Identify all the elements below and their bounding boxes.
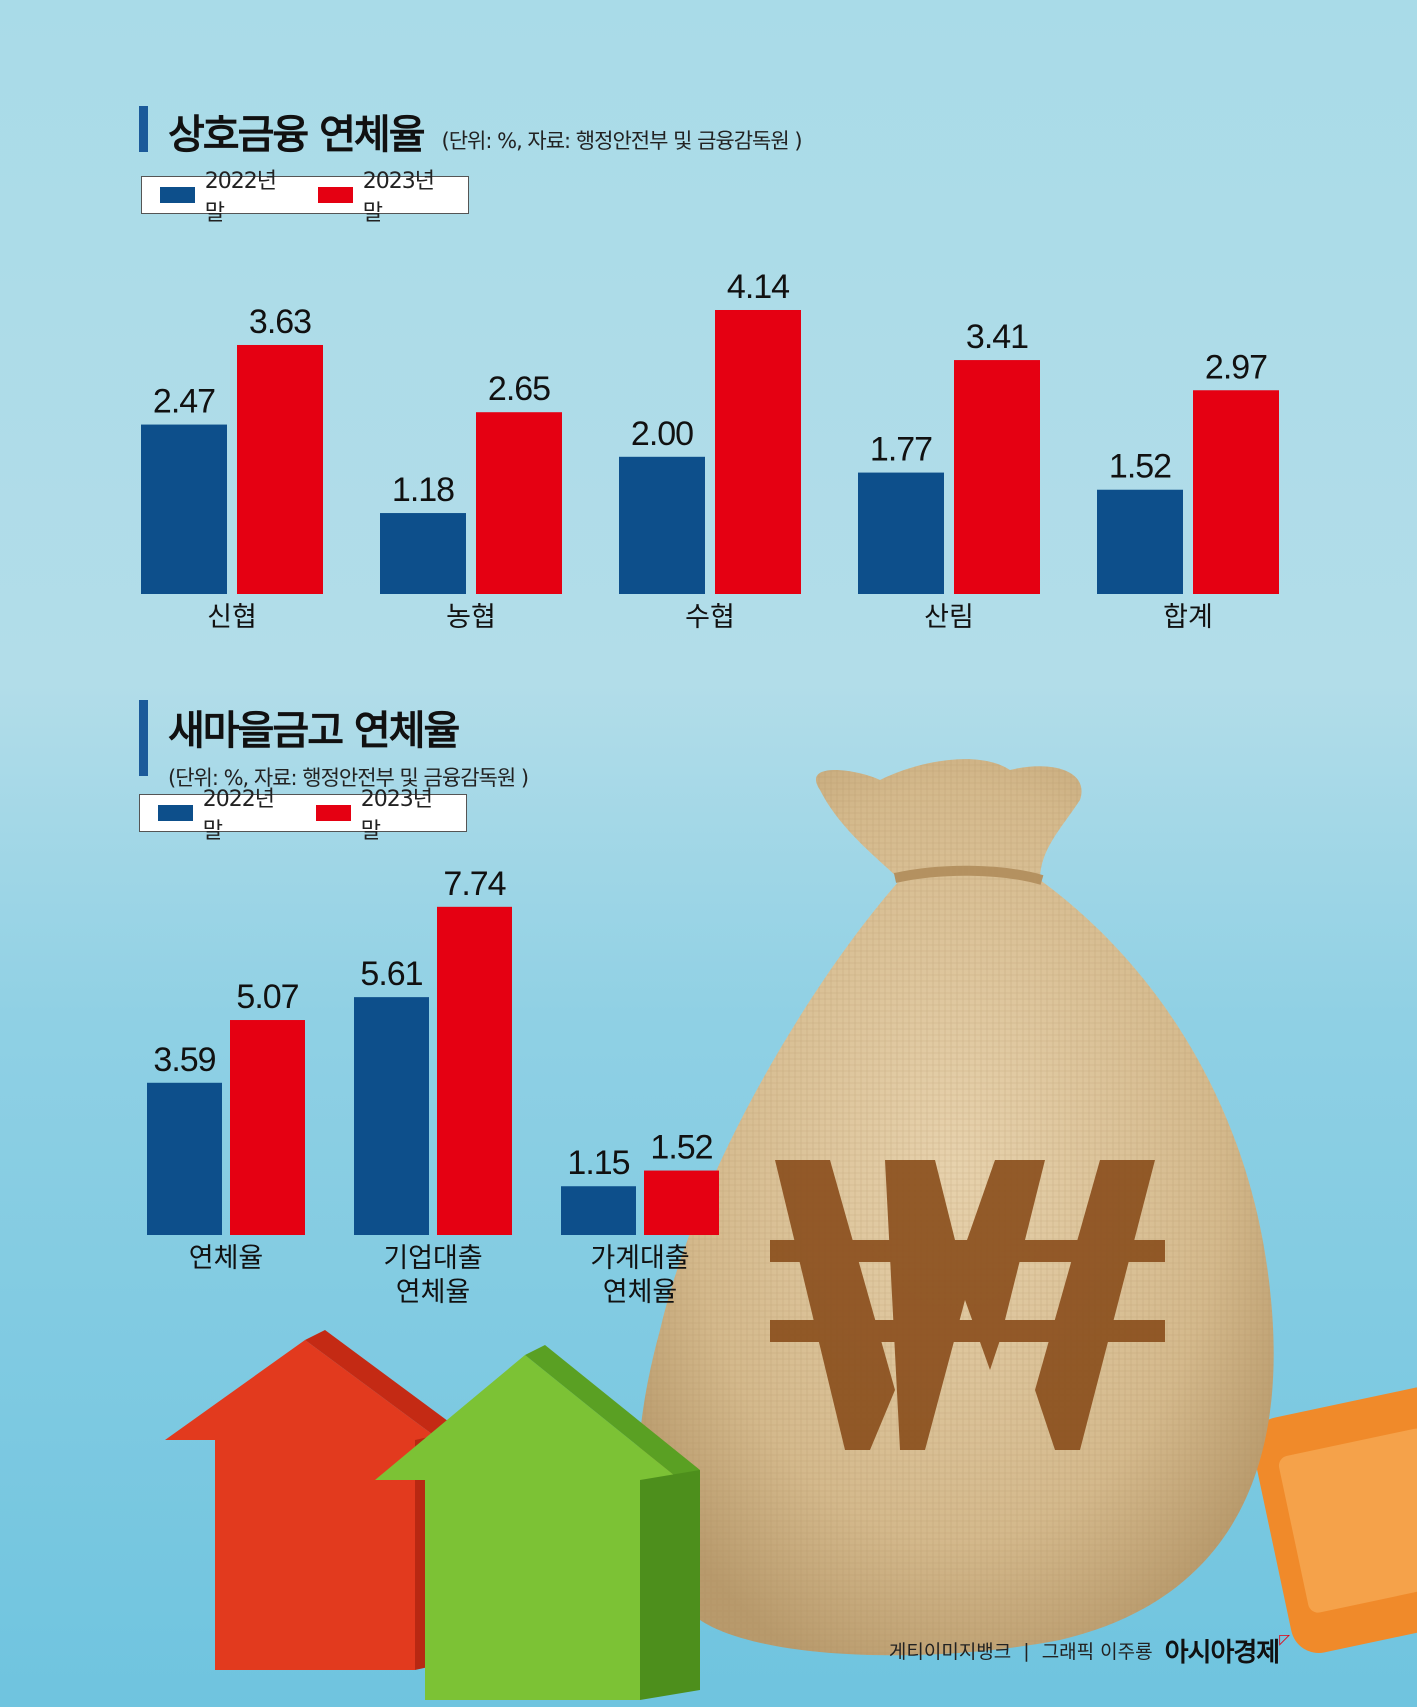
legend2-item-2023: 2023년말	[316, 781, 448, 845]
legend-swatch-2023	[318, 187, 353, 203]
legend-label-2022: 2022년말	[204, 169, 277, 226]
value-label-c1-0-1: 3.63	[249, 303, 311, 341]
bar-c1-1-1	[476, 412, 562, 594]
brand-mark-icon: ◸	[1279, 1632, 1290, 1648]
credit-source: 게티이미지뱅크	[888, 1641, 1012, 1663]
value-label-c1-2-1: 4.14	[727, 268, 789, 306]
category-label-c2-2: 가계대출 연체율	[590, 1243, 689, 1308]
bar-c1-4-0	[1097, 489, 1183, 594]
category-label-c1-3: 산림	[924, 602, 974, 633]
category-label-c2-0: 연체율	[189, 1243, 264, 1274]
legend2-swatch-2022	[158, 805, 193, 821]
legend2-label-2022: 2022년말	[202, 787, 275, 844]
chart2-plot: 3.59 5.07 연체율 5.61 7.74 기업대출 연체율 1.15 1.52 가계대출 연체…	[147, 865, 719, 1308]
value-label-c2-0-1: 5.07	[236, 978, 298, 1016]
brand-logo: 아시아경제◸	[1164, 1632, 1290, 1669]
credit-graphic: 그래픽 이주룡	[1041, 1641, 1153, 1663]
value-label-c1-1-1: 2.65	[488, 370, 550, 408]
bar-c2-1-1	[437, 906, 512, 1235]
value-label-c1-4-1: 2.97	[1205, 348, 1267, 386]
bar-c2-0-0	[147, 1082, 222, 1235]
value-label-c2-1-1: 7.74	[443, 865, 505, 903]
value-label-c1-3-1: 3.41	[966, 318, 1028, 356]
legend-swatch-2022	[160, 187, 195, 203]
chart1-plot: 2.47 3.63 신협 1.18 2.65 농협 2.00 4.14 수협 1.77 3.41 산림…	[141, 268, 1279, 633]
bar-c1-3-1	[954, 360, 1040, 594]
chart2-subtitle: (단위: %, 자료: 행정안전부 및 금융감독원 )	[168, 766, 529, 790]
money-bag-icon	[637, 759, 1274, 1656]
category-label-c2-1: 기업대출 연체율	[383, 1243, 482, 1308]
bar-c2-1-0	[354, 997, 429, 1235]
chart1-legend: 2022년말 2023년말	[141, 169, 469, 226]
legend-label-2023: 2023년말	[362, 169, 435, 226]
value-label-c1-2-0: 2.00	[631, 415, 693, 453]
red-house-icon	[165, 1330, 460, 1670]
section1-heading: 상호금융 연체율 (단위: %, 자료: 행정안전부 및 금융감독원 )	[168, 102, 803, 160]
value-label-c1-0-0: 2.47	[153, 383, 215, 421]
legend2-item-2022: 2022년말	[158, 781, 290, 845]
category-label-c1-4: 합계	[1163, 602, 1213, 633]
section2-heading: 새마을금고 연체율 (단위: %, 자료: 행정안전부 및 금융감독원 )	[168, 698, 529, 792]
value-label-c2-1-0: 5.61	[360, 955, 422, 993]
bar-c2-2-0	[561, 1186, 636, 1235]
bar-c1-1-0	[380, 513, 466, 594]
chart1-title: 상호금융 연체율	[168, 112, 426, 158]
category-label-c1-2: 수협	[685, 602, 735, 633]
section2-title-bar	[139, 700, 148, 776]
brand-name: 아시아경제	[1164, 1638, 1281, 1668]
credit-separator: |	[1023, 1639, 1030, 1662]
legend2-label-2023: 2023년말	[360, 787, 433, 844]
value-label-c1-3-0: 1.77	[870, 431, 932, 469]
bar-c1-2-0	[619, 456, 705, 594]
bar-c2-0-1	[230, 1020, 305, 1235]
value-label-c2-2-0: 1.15	[567, 1144, 629, 1182]
bar-c1-2-1	[715, 309, 801, 594]
section1-title-bar	[139, 106, 148, 152]
bar-c1-4-1	[1193, 390, 1279, 594]
legend2-swatch-2023	[316, 805, 351, 821]
chart1-subtitle: (단위: %, 자료: 행정안전부 및 금융감독원 )	[441, 129, 803, 153]
bar-c1-3-0	[858, 472, 944, 594]
bar-c1-0-1	[237, 344, 323, 594]
value-label-c2-0-0: 3.59	[153, 1041, 215, 1079]
value-label-c1-4-0: 1.52	[1109, 448, 1171, 486]
won-symbol-icon	[770, 1160, 1165, 1450]
value-label-c1-1-0: 1.18	[392, 471, 454, 509]
bar-c1-0-0	[141, 424, 227, 594]
chart2-title: 새마을금고 연체율	[168, 708, 460, 754]
value-label-c2-2-1: 1.52	[650, 1129, 712, 1167]
category-label-c1-0: 신협	[207, 602, 257, 633]
chart2-legend: 2022년말 2023년말	[139, 787, 467, 844]
category-label-c1-1: 농협	[446, 602, 496, 633]
credit-line: 게티이미지뱅크 | 그래픽 이주룡 아시아경제◸	[888, 1632, 1290, 1669]
calculator-icon	[1252, 1387, 1417, 1653]
legend-item-2023: 2023년말	[318, 163, 450, 227]
green-house-icon	[375, 1345, 700, 1700]
bar-c2-2-1	[644, 1170, 719, 1235]
legend-item-2022: 2022년말	[160, 163, 292, 227]
